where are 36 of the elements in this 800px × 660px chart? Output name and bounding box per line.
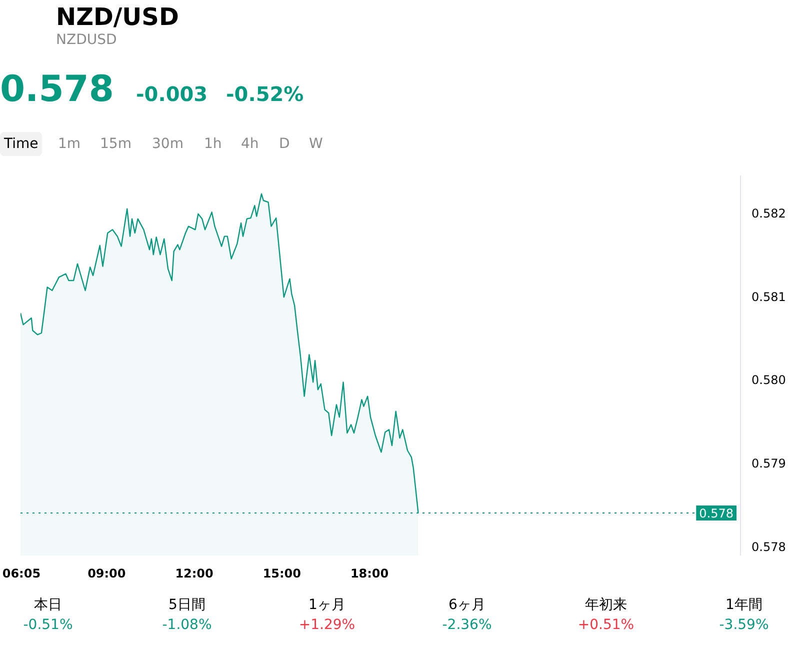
x-tick-label: 12:00 bbox=[175, 566, 214, 580]
text: +1.29% bbox=[298, 616, 356, 635]
y-tick-label: 0.580 bbox=[752, 373, 786, 388]
x-tick-label: 09:00 bbox=[88, 566, 126, 580]
text: -2.36% bbox=[441, 616, 493, 635]
text: 1h bbox=[203, 135, 223, 154]
ref-line-label: 0.578 bbox=[699, 506, 734, 520]
text: 本日 bbox=[33, 596, 63, 615]
chart-title: NZD/USD bbox=[56, 3, 179, 31]
text: 1年間 bbox=[724, 596, 764, 615]
y-tick-label: 0.581 bbox=[752, 290, 786, 304]
text: 5日間 bbox=[168, 596, 206, 615]
text: Time bbox=[0, 132, 42, 156]
y-tick-label: 0.582 bbox=[752, 206, 786, 220]
text: -0.51% bbox=[22, 616, 74, 635]
x-tick-label: 15:00 bbox=[262, 566, 302, 580]
text: +0.51% bbox=[576, 616, 636, 635]
x-tick-label: 18:00 bbox=[350, 566, 389, 580]
text: 4h bbox=[240, 135, 260, 154]
text: 年初来 bbox=[584, 596, 628, 615]
text: 1ヶ月 bbox=[308, 596, 346, 615]
text: 6ヶ月 bbox=[448, 596, 486, 615]
text: -0.003 bbox=[136, 81, 208, 108]
text: 1m bbox=[57, 135, 82, 154]
y-tick-label: 0.578 bbox=[752, 540, 786, 554]
text: -3.59% bbox=[718, 616, 770, 635]
text: 15m bbox=[99, 135, 132, 154]
text: W bbox=[308, 135, 324, 154]
text: 30m bbox=[151, 135, 184, 154]
x-tick-label: 06:05 bbox=[2, 566, 41, 580]
text: 0.578 bbox=[0, 68, 114, 112]
chart-subtitle: NZDUSD bbox=[56, 31, 117, 50]
text: D bbox=[278, 135, 291, 154]
text: -0.52% bbox=[226, 81, 304, 108]
y-tick-label: 0.579 bbox=[752, 456, 786, 470]
text: -1.08% bbox=[161, 616, 213, 635]
